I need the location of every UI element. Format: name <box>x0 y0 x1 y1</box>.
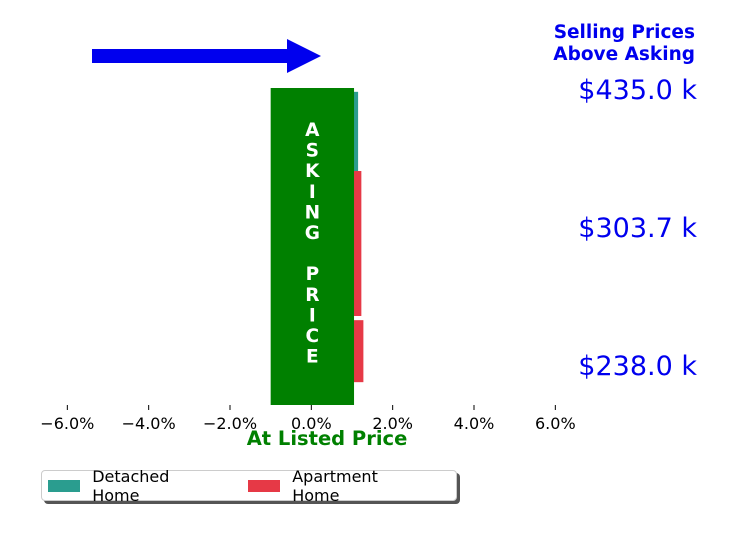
price-label: $238.0 k <box>578 351 697 382</box>
legend-swatch-detached <box>48 479 81 492</box>
legend-label-apartment: Apartment Home <box>292 466 378 505</box>
banner-letter: P <box>306 264 320 285</box>
x-tick-label: 0.0% <box>291 414 332 433</box>
x-axis-ticks: −6.0% −4.0% −2.0% 0.0% 2.0% 4.0% 6.0% <box>40 405 576 433</box>
legend-item-detached: Detached Home <box>48 467 215 505</box>
price-labels: $435.0 k $303.7 k $238.0 k <box>578 75 697 382</box>
legend-item-apartment: Apartment Home <box>248 467 423 505</box>
banner-letter: S <box>306 141 319 162</box>
chart-header-line-1: Selling Prices <box>554 22 695 43</box>
x-axis-title: At Listed Price <box>247 427 408 450</box>
price-label: $303.7 k <box>578 213 697 244</box>
x-tick-label: −4.0% <box>122 414 176 433</box>
chart-header-line-2: Above Asking <box>553 44 695 65</box>
x-tick-label: −2.0% <box>203 414 257 433</box>
direction-arrow-icon <box>92 39 321 73</box>
price-label: $435.0 k <box>578 75 697 106</box>
banner-letter: E <box>306 347 319 368</box>
x-tick-label: 4.0% <box>454 414 495 433</box>
legend-swatch-apartment <box>248 479 281 492</box>
banner-letter: A <box>305 120 320 141</box>
legend-label-detached: Detached Home <box>92 466 170 505</box>
banner-letter: G <box>305 223 320 244</box>
banner-letter: C <box>306 326 320 347</box>
x-tick-label: 6.0% <box>535 414 576 433</box>
banner-letter: I <box>309 182 316 203</box>
banner-letter: R <box>305 285 319 306</box>
banner-letter: N <box>305 202 320 223</box>
banner-letter: I <box>309 305 316 326</box>
x-tick-label: 2.0% <box>372 414 413 433</box>
banner-letter: K <box>305 161 320 182</box>
asking-price-banner <box>270 88 355 405</box>
x-tick-label: −6.0% <box>40 414 94 433</box>
chart-legend: Detached Home Apartment Home <box>41 467 457 505</box>
